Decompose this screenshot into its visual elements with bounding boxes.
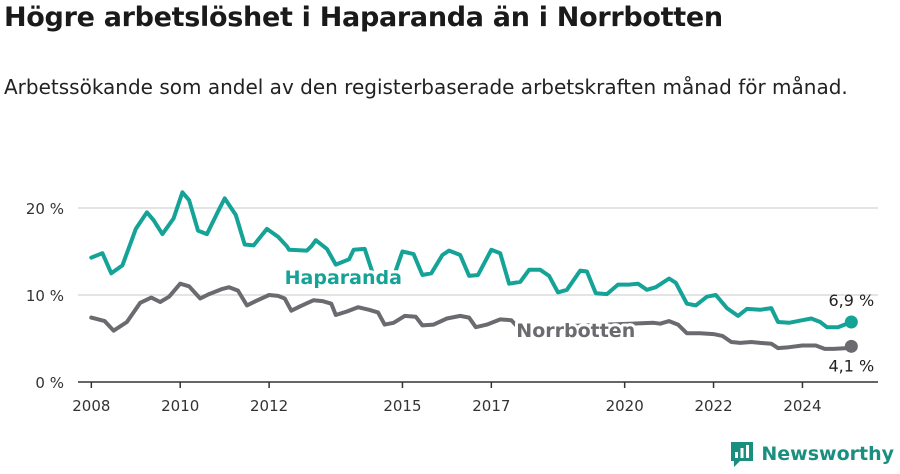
y-tick-label: 20 % (26, 200, 64, 218)
chart-title: Högre arbetslöshet i Haparanda än i Norr… (4, 2, 723, 33)
y-tick-label: 10 % (26, 287, 64, 305)
x-tick-label: 2012 (250, 397, 288, 415)
series-line-haparanda (89, 190, 854, 330)
series-label-haparanda: Haparanda (285, 267, 402, 289)
x-tick-label: 2010 (161, 397, 199, 415)
x-tick-label: 2017 (472, 397, 510, 415)
series-line-norrbotten (89, 281, 854, 351)
brand-name: Newsworthy (761, 443, 894, 465)
x-tick-label: 2020 (606, 397, 644, 415)
chart-subtitle: Arbetssökande som andel av den registerb… (4, 75, 848, 99)
x-tick-label: 2015 (383, 397, 421, 415)
end-value-label: 6,9 % (828, 291, 874, 310)
brand-footer: Newsworthy (729, 440, 894, 468)
series-label-norrbotten: Norrbotten (516, 320, 635, 342)
newsworthy-logo-icon (731, 442, 754, 467)
y-tick-label: 0 % (35, 374, 64, 392)
end-point-norrbotten (844, 339, 858, 353)
x-tick-label: 2022 (694, 397, 732, 415)
x-tick-label: 2024 (783, 397, 821, 415)
end-point-haparanda (844, 315, 858, 329)
end-value-label: 4,1 % (828, 356, 874, 375)
x-tick-label: 2008 (72, 397, 110, 415)
